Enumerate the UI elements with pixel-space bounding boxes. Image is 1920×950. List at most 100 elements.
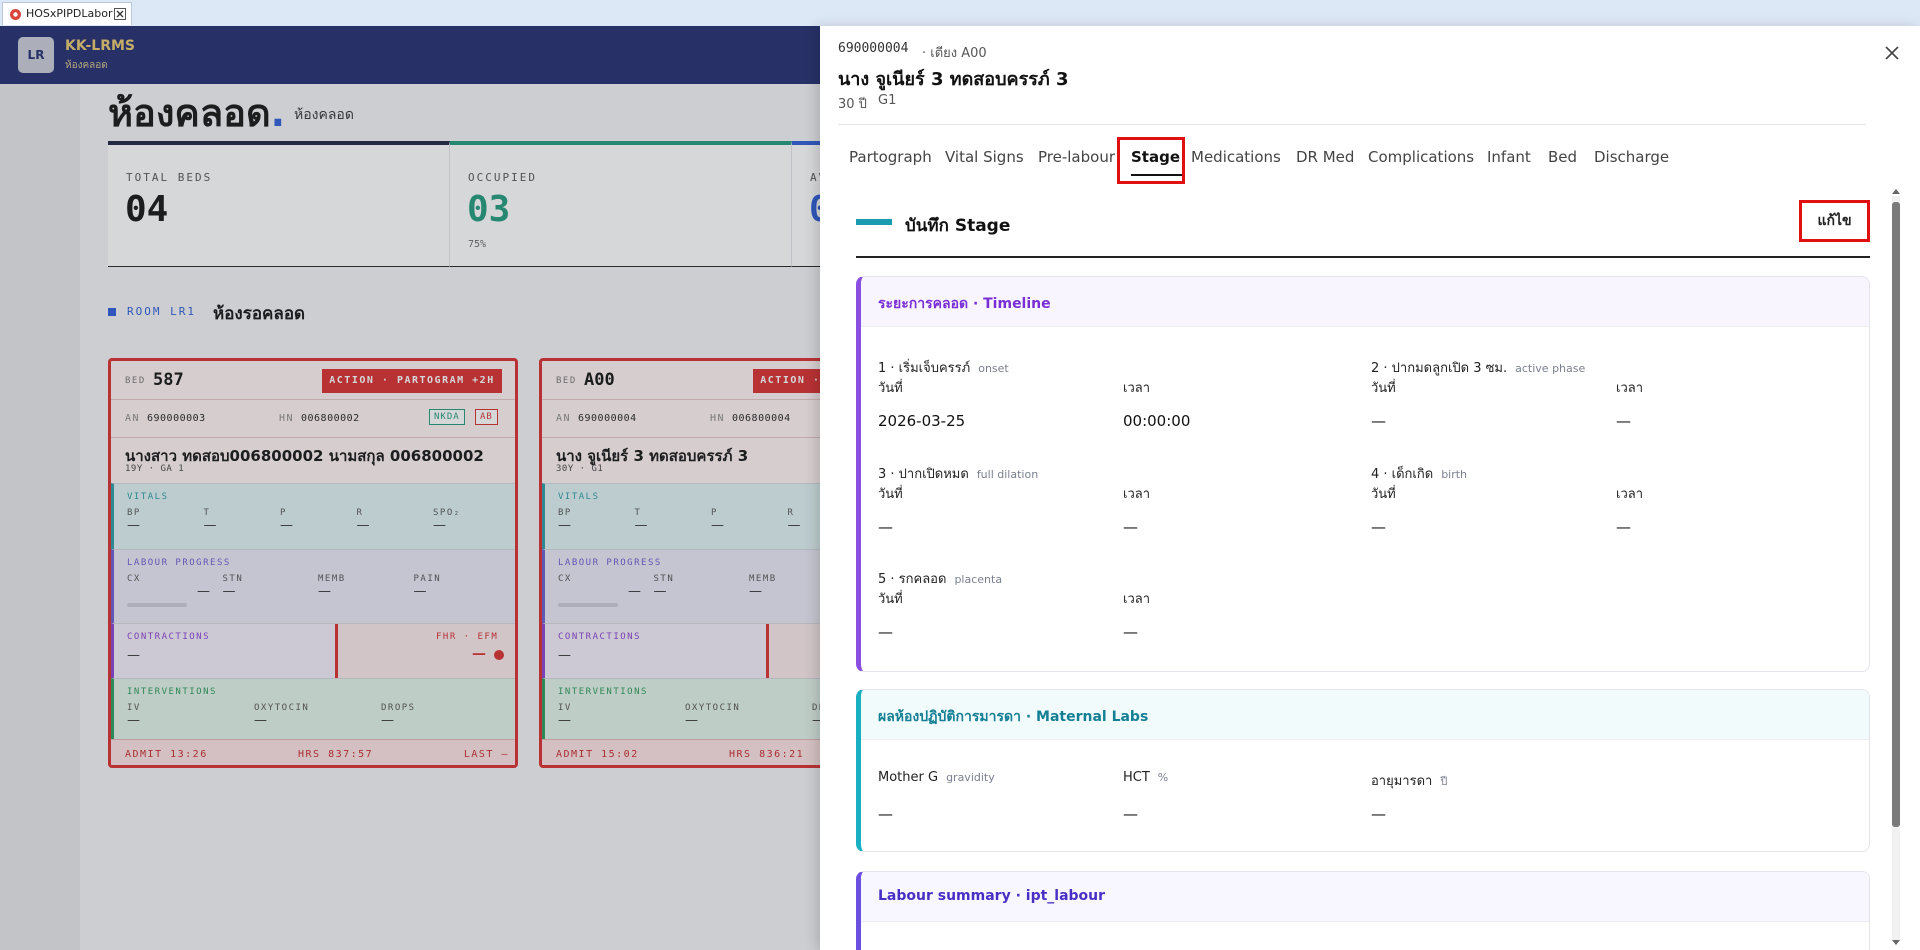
stat-value: 0 xyxy=(809,189,820,230)
patient-name: นางสาว ทดสอบ006800002 นามสกุล 006800002 xyxy=(125,447,484,465)
fhr-dot xyxy=(494,650,504,660)
stat-note: 75% xyxy=(468,239,487,250)
row-divider xyxy=(111,399,515,400)
tab[interactable]: Stage xyxy=(1131,148,1181,166)
scroll-thumb[interactable] xyxy=(1892,202,1900,827)
field-value: — xyxy=(558,713,571,728)
side-panel: 690000004 · เตียง A00 นาง จูเนียร์ 3 ทดสอบ… xyxy=(820,26,1920,950)
field-label: PAIN xyxy=(413,574,442,584)
field-value: — xyxy=(318,584,331,599)
tab[interactable]: DR Med xyxy=(1296,148,1355,166)
tab-title: HOSxPIPDLabor xyxy=(26,7,113,20)
browser-tabbar: HOSxPIPDLabor xyxy=(0,0,1920,27)
time-label: เวลา xyxy=(1123,381,1151,396)
field-label: IV xyxy=(558,703,572,713)
action-badge[interactable]: ACTION · PARTOGRAM +2H xyxy=(322,369,502,393)
tab[interactable]: Infant xyxy=(1487,148,1531,166)
section-title: INTERVENTIONS xyxy=(558,687,648,697)
date-label: วันที่ xyxy=(878,592,903,607)
allergy-tag: AB xyxy=(475,409,498,425)
field-hint: onset xyxy=(978,362,1009,375)
section-title: VITALS xyxy=(127,492,169,502)
field-label: T xyxy=(634,508,642,518)
last-update: LAST – xyxy=(463,749,509,760)
tab-underline xyxy=(1131,174,1184,176)
time-value: 00:00:00 xyxy=(1123,412,1191,430)
panel-age: 30 ปี xyxy=(838,97,867,112)
tab[interactable]: Pre-labour xyxy=(1038,148,1115,166)
tab[interactable]: Medications xyxy=(1191,148,1281,166)
field-label: CX xyxy=(558,574,572,584)
field-value: — xyxy=(749,584,762,599)
section-bar xyxy=(856,219,892,225)
field-hint: placenta xyxy=(954,573,1003,586)
browser-tab[interactable]: HOSxPIPDLabor xyxy=(2,2,132,25)
field-hint: birth xyxy=(1441,468,1468,481)
hn-label: HN xyxy=(279,413,295,424)
bed-label: BED xyxy=(125,376,146,386)
admit-time: ADMIT 13:26 xyxy=(125,749,208,760)
field-value: — xyxy=(653,584,667,599)
date-value: — xyxy=(878,518,893,536)
field-label: 4 · เด็กเกิด birth xyxy=(1371,463,1467,484)
field-value: — xyxy=(254,713,267,728)
tab[interactable]: Partograph xyxy=(849,148,932,166)
section-title: บันทึก Stage xyxy=(905,216,1011,236)
field-hint: active phase xyxy=(1515,362,1586,375)
field-hint: % xyxy=(1157,771,1169,784)
scroll-arrow-icons xyxy=(1892,189,1900,945)
section-title: CONTRACTIONS xyxy=(127,632,211,642)
field-label: MEMB xyxy=(318,574,346,584)
lab-value: — xyxy=(878,805,893,823)
lab-value: — xyxy=(1371,805,1386,823)
panel-gravida: G1 xyxy=(878,93,897,108)
stat-card: AV 0 xyxy=(792,141,820,267)
contractions-section: CONTRACTIONS — xyxy=(542,623,820,679)
field-value: — xyxy=(127,713,140,728)
stat-value: 03 xyxy=(467,189,511,230)
field-value: — xyxy=(127,648,140,663)
date-value: — xyxy=(878,623,893,641)
card-footer: ADMIT 13:26 HRS 837:57 LAST – xyxy=(111,739,515,765)
panel-name: นาง จูเนียร์ 3 ทดสอบครรภ์ 3 xyxy=(838,69,1069,90)
field-label-text: Mother G xyxy=(878,770,939,785)
app-background: LR KK-LRMS ห้องคลอด ห้องคลอด. ห้องคลอด TOTAL … xyxy=(0,26,820,950)
tab[interactable]: Vital Signs xyxy=(945,148,1024,166)
field-label: 3 · ปากเปิดหมด full dilation xyxy=(878,463,1038,484)
field-value: — xyxy=(127,518,140,533)
field-label: T xyxy=(203,508,211,518)
tab[interactable]: Discharge xyxy=(1594,148,1670,166)
field-value: — xyxy=(433,518,446,533)
labour-section: LABOUR PROGRESS CX — STN — MEMB — xyxy=(542,549,820,623)
date-label: วันที่ xyxy=(878,381,903,396)
dim-overlay xyxy=(0,26,820,950)
field-hint: ปี xyxy=(1440,775,1448,788)
bed-card: BED A00 ACTION · PARTOGRAM +2H AN 690000004 H… xyxy=(539,358,820,768)
field-label: 5 · รกคลอด placenta xyxy=(878,568,1002,589)
app-name: KK-LRMS xyxy=(65,38,136,54)
hn-value: 006800002 xyxy=(301,413,360,424)
section-title: INTERVENTIONS xyxy=(127,687,217,697)
card-title: ผลห้องปฏิบัติการมารดา · Maternal Labs xyxy=(878,709,1149,725)
lab-value: — xyxy=(1123,805,1138,823)
labour-section: LABOUR PROGRESS CX — STN — MEMB — PAIN — xyxy=(111,549,515,623)
tab[interactable]: Bed xyxy=(1548,148,1578,166)
bed-card: BED 587 ACTION · PARTOGRAM +2H AN 690000003 H… xyxy=(108,358,518,768)
field-label: DROPS xyxy=(381,703,416,713)
field-value: — xyxy=(558,518,571,533)
date-value: — xyxy=(1371,518,1386,536)
field-value: — xyxy=(356,518,370,533)
app-subtitle: ห้องคลอด xyxy=(65,60,108,71)
cx-bar xyxy=(127,603,187,607)
field-value: — xyxy=(787,518,801,533)
bed-number: 587 xyxy=(153,370,184,390)
field-label: R xyxy=(787,508,795,518)
field-label-text: 2 · ปากมดลูกเปิด 3 ซม. xyxy=(1371,361,1508,376)
action-badge[interactable]: ACTION · PARTOGRAM +2H xyxy=(753,369,820,393)
contractions-section: CONTRACTIONS — FHR · EFM — xyxy=(111,623,515,679)
edit-button[interactable]: แก้ไข xyxy=(1799,200,1870,242)
tab-close[interactable] xyxy=(114,8,126,20)
close-button[interactable] xyxy=(1884,45,1900,61)
field-label: อายุมารดา ปี xyxy=(1371,770,1447,791)
tab[interactable]: Complications xyxy=(1368,148,1475,166)
